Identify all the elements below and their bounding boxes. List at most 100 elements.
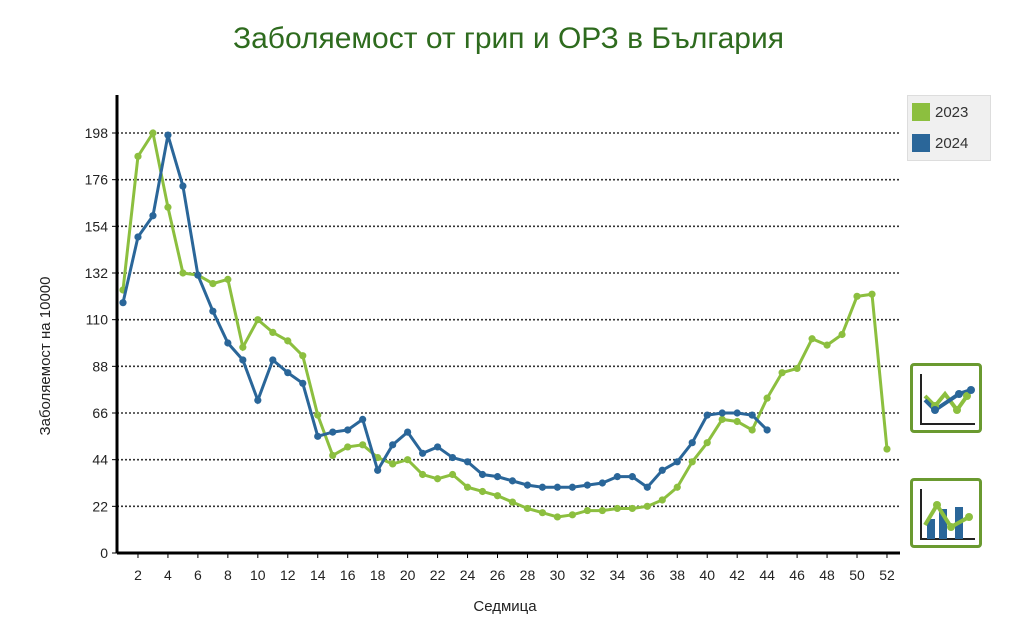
data-point-2024-w15 bbox=[329, 428, 337, 436]
y-tick-label: 22 bbox=[92, 498, 108, 514]
x-tick-label: 28 bbox=[520, 567, 536, 583]
data-point-2024-w24 bbox=[463, 458, 472, 466]
data-point-2023-w38 bbox=[673, 483, 681, 491]
data-point-2023-w39 bbox=[688, 458, 696, 466]
data-point-2024-w14 bbox=[314, 432, 322, 440]
data-point-2024-w35 bbox=[628, 473, 636, 481]
data-point-2024-w29 bbox=[538, 483, 547, 491]
x-tick-label: 26 bbox=[490, 567, 506, 583]
data-point-2024-w27 bbox=[508, 477, 517, 485]
data-point-2023-w13 bbox=[299, 352, 307, 360]
data-point-2024-w33 bbox=[598, 479, 606, 487]
data-point-2024-w28 bbox=[523, 481, 532, 489]
data-point-2023-w17 bbox=[359, 441, 367, 449]
x-tick-label: 50 bbox=[849, 567, 865, 583]
data-point-2023-w9 bbox=[239, 343, 247, 351]
x-tick-label: 34 bbox=[610, 567, 626, 583]
x-tick-label: 6 bbox=[194, 567, 202, 583]
x-tick-label: 52 bbox=[879, 567, 895, 583]
data-point-2023-w3 bbox=[149, 129, 157, 137]
x-tick-label: 46 bbox=[789, 567, 805, 583]
line-chart-icon bbox=[920, 374, 975, 425]
x-tick-label: 4 bbox=[164, 567, 172, 583]
y-tick-label: 132 bbox=[85, 265, 109, 281]
data-point-2023-w28 bbox=[523, 504, 532, 513]
data-point-2023-w10 bbox=[254, 316, 262, 324]
data-point-2023-w44 bbox=[763, 394, 771, 402]
data-point-2024-w18 bbox=[374, 466, 382, 474]
data-point-2023-w27 bbox=[508, 498, 517, 506]
x-tick-label: 44 bbox=[759, 567, 775, 583]
data-point-2023-w15 bbox=[329, 451, 337, 460]
data-point-2023-w50 bbox=[853, 292, 861, 300]
legend-item-2023[interactable]: 2023 bbox=[912, 99, 968, 125]
x-tick-label: 20 bbox=[400, 567, 416, 583]
x-tick-label: 48 bbox=[819, 567, 835, 583]
y-tick-label: 176 bbox=[85, 172, 109, 188]
data-point-2023-w52 bbox=[883, 445, 891, 453]
data-point-2024-w42 bbox=[733, 409, 741, 417]
data-point-2024-w3 bbox=[149, 212, 157, 220]
data-point-2024-w4 bbox=[164, 131, 172, 139]
x-tick-label: 36 bbox=[640, 567, 656, 583]
data-point-2024-w39 bbox=[688, 439, 696, 447]
data-point-2024-w34 bbox=[613, 473, 621, 481]
data-point-2023-w12 bbox=[284, 337, 292, 345]
data-point-2023-w47 bbox=[808, 335, 816, 343]
data-point-2023-w51 bbox=[868, 290, 876, 298]
x-axis-label: Седмица bbox=[473, 598, 537, 615]
data-point-2023-w16 bbox=[344, 443, 352, 451]
data-point-2024-w10 bbox=[254, 396, 262, 404]
data-point-2024-w16 bbox=[344, 426, 352, 434]
data-point-2024-w25 bbox=[478, 470, 487, 479]
data-point-2023-w41 bbox=[718, 415, 726, 423]
data-point-2023-w5 bbox=[179, 269, 187, 277]
x-tick-label: 10 bbox=[250, 567, 266, 583]
data-point-2023-w31 bbox=[568, 511, 577, 519]
data-point-2024-w13 bbox=[299, 379, 307, 387]
data-point-2024-w1 bbox=[119, 299, 127, 307]
data-point-2023-w32 bbox=[583, 506, 591, 515]
data-point-2024-w2 bbox=[134, 233, 142, 241]
data-point-2024-w31 bbox=[568, 483, 577, 491]
legend-swatch bbox=[912, 103, 930, 121]
x-tick-label: 2 bbox=[134, 567, 142, 583]
data-point-2024-w40 bbox=[703, 411, 711, 419]
data-point-2023-w8 bbox=[224, 275, 232, 283]
data-point-2024-w30 bbox=[553, 483, 562, 491]
y-tick-label: 88 bbox=[92, 358, 108, 374]
legend-label: 2023 bbox=[935, 103, 969, 121]
data-point-2023-w23 bbox=[448, 470, 457, 479]
bar-line-chart-view-button[interactable] bbox=[910, 478, 982, 548]
x-tick-label: 16 bbox=[340, 567, 356, 583]
data-point-2023-w26 bbox=[493, 492, 502, 500]
data-point-2024-w22 bbox=[433, 443, 442, 451]
data-point-2023-w22 bbox=[433, 475, 442, 483]
data-point-2023-w35 bbox=[628, 504, 636, 513]
y-axis-label: Заболяемост на 10000 bbox=[37, 277, 54, 436]
chart-title: Заболяемост от грип и ОРЗ в България bbox=[232, 22, 784, 55]
data-point-2024-w36 bbox=[643, 483, 651, 491]
data-point-2023-w34 bbox=[613, 504, 621, 513]
data-point-2023-w14 bbox=[314, 411, 322, 419]
series-line-2023 bbox=[121, 129, 889, 519]
data-point-2023-w4 bbox=[164, 203, 172, 211]
line-chart-view-button[interactable] bbox=[910, 363, 982, 433]
data-point-2024-w5 bbox=[179, 182, 187, 190]
x-tick-label: 40 bbox=[699, 567, 715, 583]
x-tick-label: 22 bbox=[430, 567, 446, 583]
data-point-2024-w11 bbox=[269, 356, 277, 364]
data-point-2024-w43 bbox=[748, 411, 756, 419]
legend: 2023 2024 bbox=[907, 95, 991, 161]
data-point-2024-w19 bbox=[389, 441, 397, 449]
x-tick-label: 38 bbox=[669, 567, 685, 583]
data-point-2024-w6 bbox=[194, 271, 202, 279]
data-point-2023-w42 bbox=[733, 417, 741, 426]
y-tick-label: 110 bbox=[86, 312, 109, 328]
data-point-2023-w11 bbox=[269, 328, 277, 336]
legend-item-2024[interactable]: 2024 bbox=[912, 130, 968, 156]
data-point-2023-w46 bbox=[793, 364, 801, 373]
x-tick-label: 12 bbox=[280, 567, 296, 583]
y-tick-label: 198 bbox=[85, 125, 109, 141]
